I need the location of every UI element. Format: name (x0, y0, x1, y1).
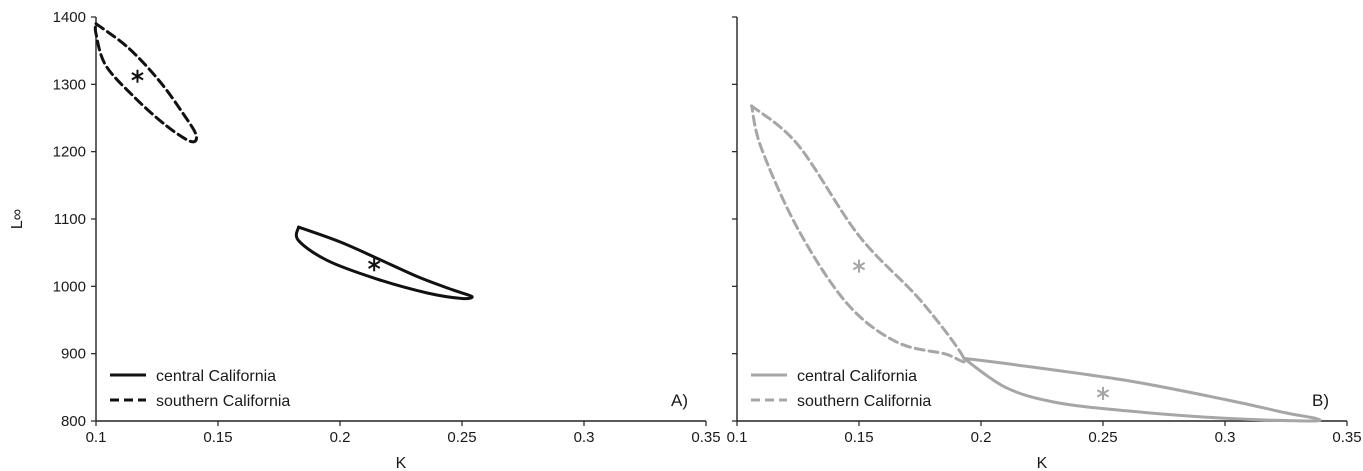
legend-label-southern: southern California (797, 393, 931, 410)
y-axis-title: L∞ (9, 209, 26, 229)
panel-label: B) (1312, 391, 1329, 410)
x-axis-title: K (1037, 455, 1048, 471)
x-tick-label: 0.35 (1332, 429, 1361, 446)
panel-label: A) (671, 391, 688, 410)
y-tick-label: 900 (61, 346, 86, 363)
point-estimate-marker-central (368, 258, 381, 272)
x-axis-title: K (396, 455, 407, 471)
x-tick-label: 0.2 (330, 429, 351, 446)
point-estimate-marker-southern (852, 259, 866, 273)
legend-label-central: central California (156, 368, 276, 385)
x-tick-label: 0.1 (86, 429, 107, 446)
confidence-contour-central (962, 356, 1322, 423)
asterisk-stroke (368, 260, 381, 269)
x-tick-label: 0.25 (1088, 429, 1117, 446)
x-tick-label: 0.15 (203, 429, 232, 446)
y-tick-label: 800 (61, 413, 86, 430)
legend-label-southern: southern California (156, 393, 290, 410)
confidence-contour-southern (93, 22, 198, 144)
x-tick-label: 0.2 (971, 429, 992, 446)
x-tick-label: 0.3 (574, 429, 595, 446)
confidence-contour-southern (750, 104, 967, 364)
y-tick-label: 1400 (53, 9, 86, 26)
chart-panel-a: 0.1 0.15 0.2 0.25 0.3 0.35 800 900 1000 1100 1200 1… (9, 9, 721, 471)
x-tick-label: 0.25 (447, 429, 476, 446)
y-tick-label: 1200 (53, 144, 86, 161)
y-tick-label: 1300 (53, 76, 86, 93)
point-estimate-marker-southern (131, 69, 144, 83)
x-tick-label: 0.1 (727, 429, 748, 446)
legend-label-central: central California (797, 368, 917, 385)
asterisk-stroke (852, 262, 866, 271)
x-tick-label: 0.35 (691, 429, 720, 446)
x-tick-label: 0.3 (1215, 429, 1236, 446)
x-tick-label: 0.15 (844, 429, 873, 446)
confidence-contour-central (294, 225, 474, 301)
y-tick-label: 1100 (54, 211, 86, 228)
point-estimate-marker-central (1096, 386, 1110, 400)
asterisk-stroke (131, 72, 144, 81)
y-tick-label: 1000 (53, 278, 86, 295)
asterisk-stroke (1096, 389, 1110, 398)
